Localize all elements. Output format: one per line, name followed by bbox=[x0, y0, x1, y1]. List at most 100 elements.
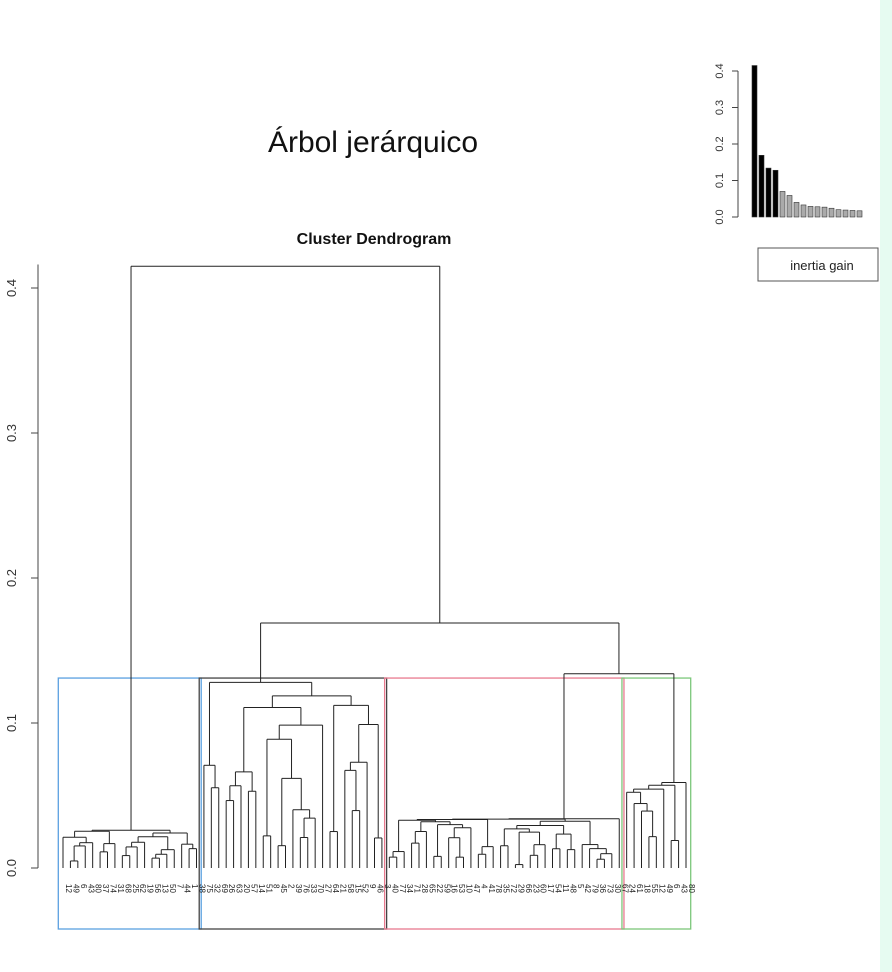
leaf-label: 76 bbox=[301, 884, 310, 893]
leaf-label: 43 bbox=[680, 884, 689, 893]
leaf-label: 12 bbox=[657, 884, 666, 893]
cluster-box-3 bbox=[383, 677, 625, 930]
leaf-label: 19 bbox=[146, 884, 155, 893]
leaf-label: 58 bbox=[346, 884, 355, 893]
cluster-boxes bbox=[57, 677, 692, 930]
inertia-tick-label: 0.4 bbox=[714, 63, 726, 78]
leaf-label: 48 bbox=[568, 884, 577, 893]
inertia-bar bbox=[779, 191, 786, 218]
inertia-bar bbox=[856, 210, 863, 218]
leaf-label: 32 bbox=[212, 884, 221, 893]
leaf-label: 12 bbox=[64, 884, 73, 893]
leaf-label: 39 bbox=[294, 884, 303, 893]
leaf-label: 23 bbox=[531, 884, 540, 893]
leaf-label: 1 bbox=[190, 884, 199, 889]
leaf-label: 9 bbox=[368, 884, 377, 889]
leaf-label: 13 bbox=[160, 884, 169, 893]
inertia-legend-label: inertia gain bbox=[790, 258, 854, 273]
leaf-label: 20 bbox=[242, 884, 251, 893]
page-title: Árbol jerárquico bbox=[267, 126, 479, 159]
y-tick-label: 0.3 bbox=[4, 424, 19, 442]
inertia-bar bbox=[842, 209, 849, 218]
leaf-label: 67 bbox=[620, 884, 629, 893]
leaf-label: 37 bbox=[101, 884, 110, 893]
inertia-bar bbox=[793, 202, 800, 218]
leaf-label: 2 bbox=[287, 884, 296, 889]
inertia-tick-label: 0.2 bbox=[714, 136, 726, 151]
leaf-label: 6 bbox=[79, 884, 88, 889]
leaf-label: 7 bbox=[175, 884, 184, 889]
leaf-label: 80 bbox=[687, 884, 696, 893]
leaf-label: 29 bbox=[516, 884, 525, 893]
leaf-label: 66 bbox=[524, 884, 533, 893]
leaf-label: 60 bbox=[539, 884, 548, 893]
leaf-label: 3 bbox=[383, 884, 392, 889]
leaf-label: 49 bbox=[665, 884, 674, 893]
leaf-label: 34 bbox=[405, 884, 414, 893]
leaf-label: 14 bbox=[257, 884, 266, 893]
inertia-bar bbox=[758, 155, 765, 218]
leaf-label: 57 bbox=[249, 884, 258, 893]
inertia-bar bbox=[807, 206, 814, 218]
leaf-label: 50 bbox=[168, 884, 177, 893]
leaf-label: 61 bbox=[635, 884, 644, 893]
cluster-box-1 bbox=[57, 677, 202, 930]
right-edge-strip bbox=[880, 0, 892, 972]
leaf-label: 68 bbox=[123, 884, 132, 893]
cluster-box-2 bbox=[198, 677, 388, 930]
leaf-label: 40 bbox=[390, 884, 399, 893]
y-tick-label: 0.0 bbox=[4, 859, 19, 877]
dendrogram-title: Cluster Dendrogram bbox=[297, 231, 452, 248]
inertia-tick-label: 0.3 bbox=[714, 100, 726, 115]
leaf-label: 77 bbox=[398, 884, 407, 893]
leaf-label: 36 bbox=[598, 884, 607, 893]
inertia-tick-label: 0.0 bbox=[714, 209, 726, 224]
leaf-label: 56 bbox=[153, 884, 162, 893]
leaf-label: 79 bbox=[591, 884, 600, 893]
y-tick-label: 0.4 bbox=[4, 279, 19, 297]
leaf-label: 21 bbox=[338, 884, 347, 893]
leaf-label: 80 bbox=[94, 884, 103, 893]
inertia-bar bbox=[800, 204, 807, 218]
inertia-bar bbox=[751, 65, 758, 218]
leaf-label: 65 bbox=[427, 884, 436, 893]
leaf-label: 8 bbox=[272, 884, 281, 889]
leaf-label: 26 bbox=[227, 884, 236, 893]
leaf-label: 72 bbox=[509, 884, 518, 893]
leaf-label: 4 bbox=[479, 884, 488, 889]
inertia-bar bbox=[786, 195, 793, 218]
leaf-label: 52 bbox=[361, 884, 370, 893]
leaf-label: 78 bbox=[494, 884, 503, 893]
leaf-label: 69 bbox=[220, 884, 229, 893]
leaf-label: 38 bbox=[198, 884, 207, 893]
leaf-label: 59 bbox=[442, 884, 451, 893]
leaf-label: 63 bbox=[235, 884, 244, 893]
leaf-label: 31 bbox=[116, 884, 125, 893]
inertia-bar bbox=[772, 169, 779, 218]
leaf-label: 41 bbox=[487, 884, 496, 893]
leaf-label: 15 bbox=[353, 884, 362, 893]
leaf-label: 62 bbox=[138, 884, 147, 893]
inertia-bar bbox=[835, 209, 842, 218]
leaf-label: 49 bbox=[71, 884, 80, 893]
leaf-label: 16 bbox=[450, 884, 459, 893]
leaf-label: 73 bbox=[605, 884, 614, 893]
leaf-label: 43 bbox=[86, 884, 95, 893]
leaf-label: 30 bbox=[613, 884, 622, 893]
leaf-label: 22 bbox=[435, 884, 444, 893]
leaf-label: 11 bbox=[561, 884, 570, 893]
inertia-tick-label: 0.1 bbox=[714, 173, 726, 188]
leaf-label: 53 bbox=[457, 884, 466, 893]
leaf-label: 18 bbox=[643, 884, 652, 893]
leaf-label: 6 bbox=[672, 884, 681, 889]
inertia-bars bbox=[751, 65, 863, 218]
y-tick-label: 0.1 bbox=[4, 714, 19, 732]
leaf-label: 10 bbox=[465, 884, 474, 893]
leaf-label: 25 bbox=[131, 884, 140, 893]
inertia-bar bbox=[765, 167, 772, 218]
leaf-label: 17 bbox=[546, 884, 555, 893]
leaf-label: 24 bbox=[628, 884, 637, 893]
y-tick-label: 0.2 bbox=[4, 569, 19, 587]
leaf-label: 74 bbox=[109, 884, 118, 893]
